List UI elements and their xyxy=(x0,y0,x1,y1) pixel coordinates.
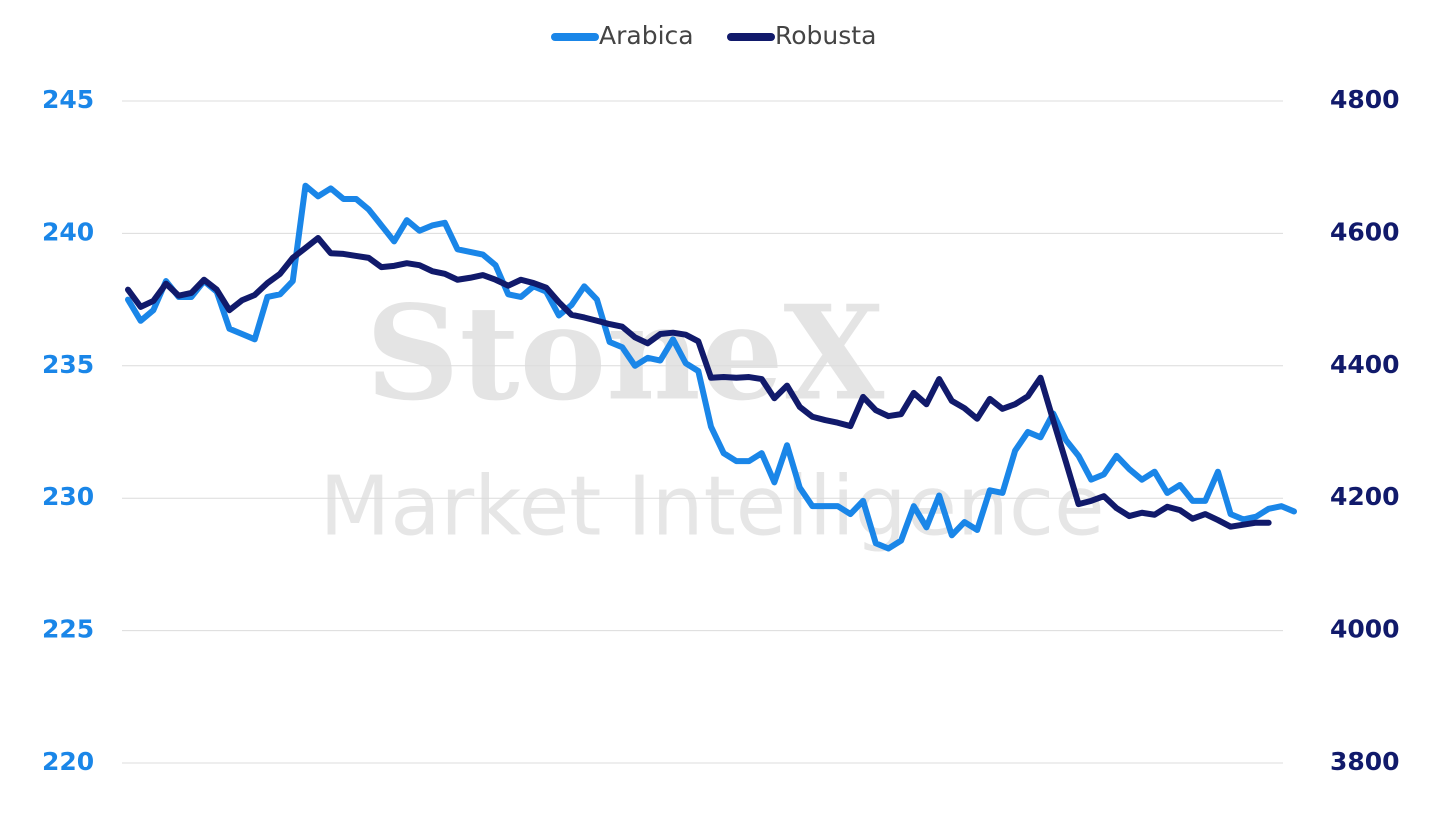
y2-tick-label: 4800 xyxy=(1330,85,1400,114)
watermark: Market Intelligence xyxy=(319,459,1104,554)
y-tick-label: 225 xyxy=(42,615,94,644)
y-tick-label: 245 xyxy=(42,85,94,114)
y-tick-label: 230 xyxy=(42,482,94,511)
legend-label: Arabica xyxy=(599,21,694,50)
y2-tick-label: 4600 xyxy=(1330,217,1400,246)
data-line xyxy=(125,235,1272,530)
y-tick-label: 235 xyxy=(42,350,94,379)
legend-label: Robusta xyxy=(775,21,876,50)
y-tick-label: 240 xyxy=(42,217,94,246)
y-tick-label: 220 xyxy=(42,747,94,776)
y2-tick-label: 4400 xyxy=(1330,350,1400,379)
y2-tick-label: 4000 xyxy=(1330,615,1400,644)
data-line xyxy=(125,182,1297,552)
y2-tick-label: 4200 xyxy=(1330,482,1400,511)
y2-tick-label: 3800 xyxy=(1330,747,1400,776)
